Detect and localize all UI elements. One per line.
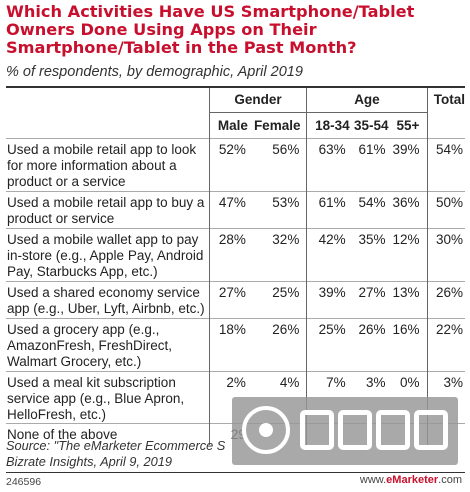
cell-value: 36% [392,190,428,228]
cell-value: 39% [306,280,354,318]
row-label: Used a mobile wallet app to pay in-store… [6,227,210,281]
bottom-rule [6,472,465,473]
cell-value: 32% [251,227,307,281]
brand-link[interactable]: www.eMarketer.com [359,474,462,486]
table-row: Used a grocery app (e.g., AmazonFresh, F… [6,317,465,371]
group-header-age: Age [306,88,428,113]
table-row: Used a mobile retail app to buy a produc… [6,190,465,228]
cell-value: 54% [426,137,465,191]
cell-value: 26% [251,317,307,371]
cell-value: 30% [426,227,465,281]
cell-value: 27% [353,280,393,318]
cell-value: 28% [208,227,252,281]
cell-value: 61% [306,190,354,228]
chart-title: Which Activities Have US Smartphone/Tabl… [6,2,415,57]
group-header-gender: Gender [208,88,307,113]
column-header-female: Female [253,117,301,133]
watermark [232,397,458,465]
watermark-logo-icon [242,406,290,454]
data-table: Gender Age Total Male Female 18-34 35-54… [6,88,465,445]
header-blank [6,88,209,112]
column-header-55plus: 55+ [396,117,420,133]
row-label: None of the above [6,422,210,445]
cell-value: 39% [392,137,428,191]
cell-value: 53% [251,190,307,228]
cell-value: 26% [353,317,393,371]
chart-id: 246596 [6,476,42,488]
source-line-2: Bizrate Insights, April 9, 2019 [6,454,172,469]
column-header-35-54: 35-54 [354,117,389,133]
cell-value: 25% [251,280,307,318]
cell-value: 13% [392,280,428,318]
cell-value: 63% [306,137,354,191]
table-row: Used a meal kit subscription service app… [6,370,465,423]
table-row: Used a mobile wallet app to pay in-store… [6,227,465,281]
cell-value: 26% [426,280,465,318]
cell-value: 54% [353,190,393,228]
top-rule [6,86,465,88]
source-line-1: Source: "The eMarketer Ecommerce S [6,438,226,453]
cell-value: 16% [392,317,428,371]
row-label: Used a meal kit subscription service app… [6,370,210,423]
chart-subtitle: % of respondents, by demographic, April … [6,64,303,80]
cell-value: 47% [208,190,252,228]
row-label: Used a shared economy service app (e.g.,… [6,280,210,318]
cell-value: 56% [251,137,307,191]
table-row: Used a mobile retail app to look for mor… [6,137,465,191]
column-header-male: Male [208,112,252,138]
cell-value: 61% [353,137,393,191]
table-row: Used a shared economy service app (e.g.,… [6,280,465,318]
watermark-text-glyphs [300,410,448,450]
column-header-total: Total [426,88,465,138]
row-label: Used a mobile retail app to buy a produc… [6,190,210,228]
cell-value: 52% [208,137,252,191]
cell-value: 22% [426,317,465,371]
cell-value: 25% [306,317,354,371]
cell-value: 35% [353,227,393,281]
cell-value: 27% [208,280,252,318]
cell-value: 12% [392,227,428,281]
row-label: Used a mobile retail app to look for mor… [6,137,210,191]
row-label: Used a grocery app (e.g., AmazonFresh, F… [6,317,210,371]
source-note: Source: "The eMarketer Ecommerce S Bizra… [6,438,336,470]
column-header-18-34: 18-34 [306,112,354,138]
cell-value: 42% [306,227,354,281]
cell-value: 18% [208,317,252,371]
cell-value: 50% [426,190,465,228]
